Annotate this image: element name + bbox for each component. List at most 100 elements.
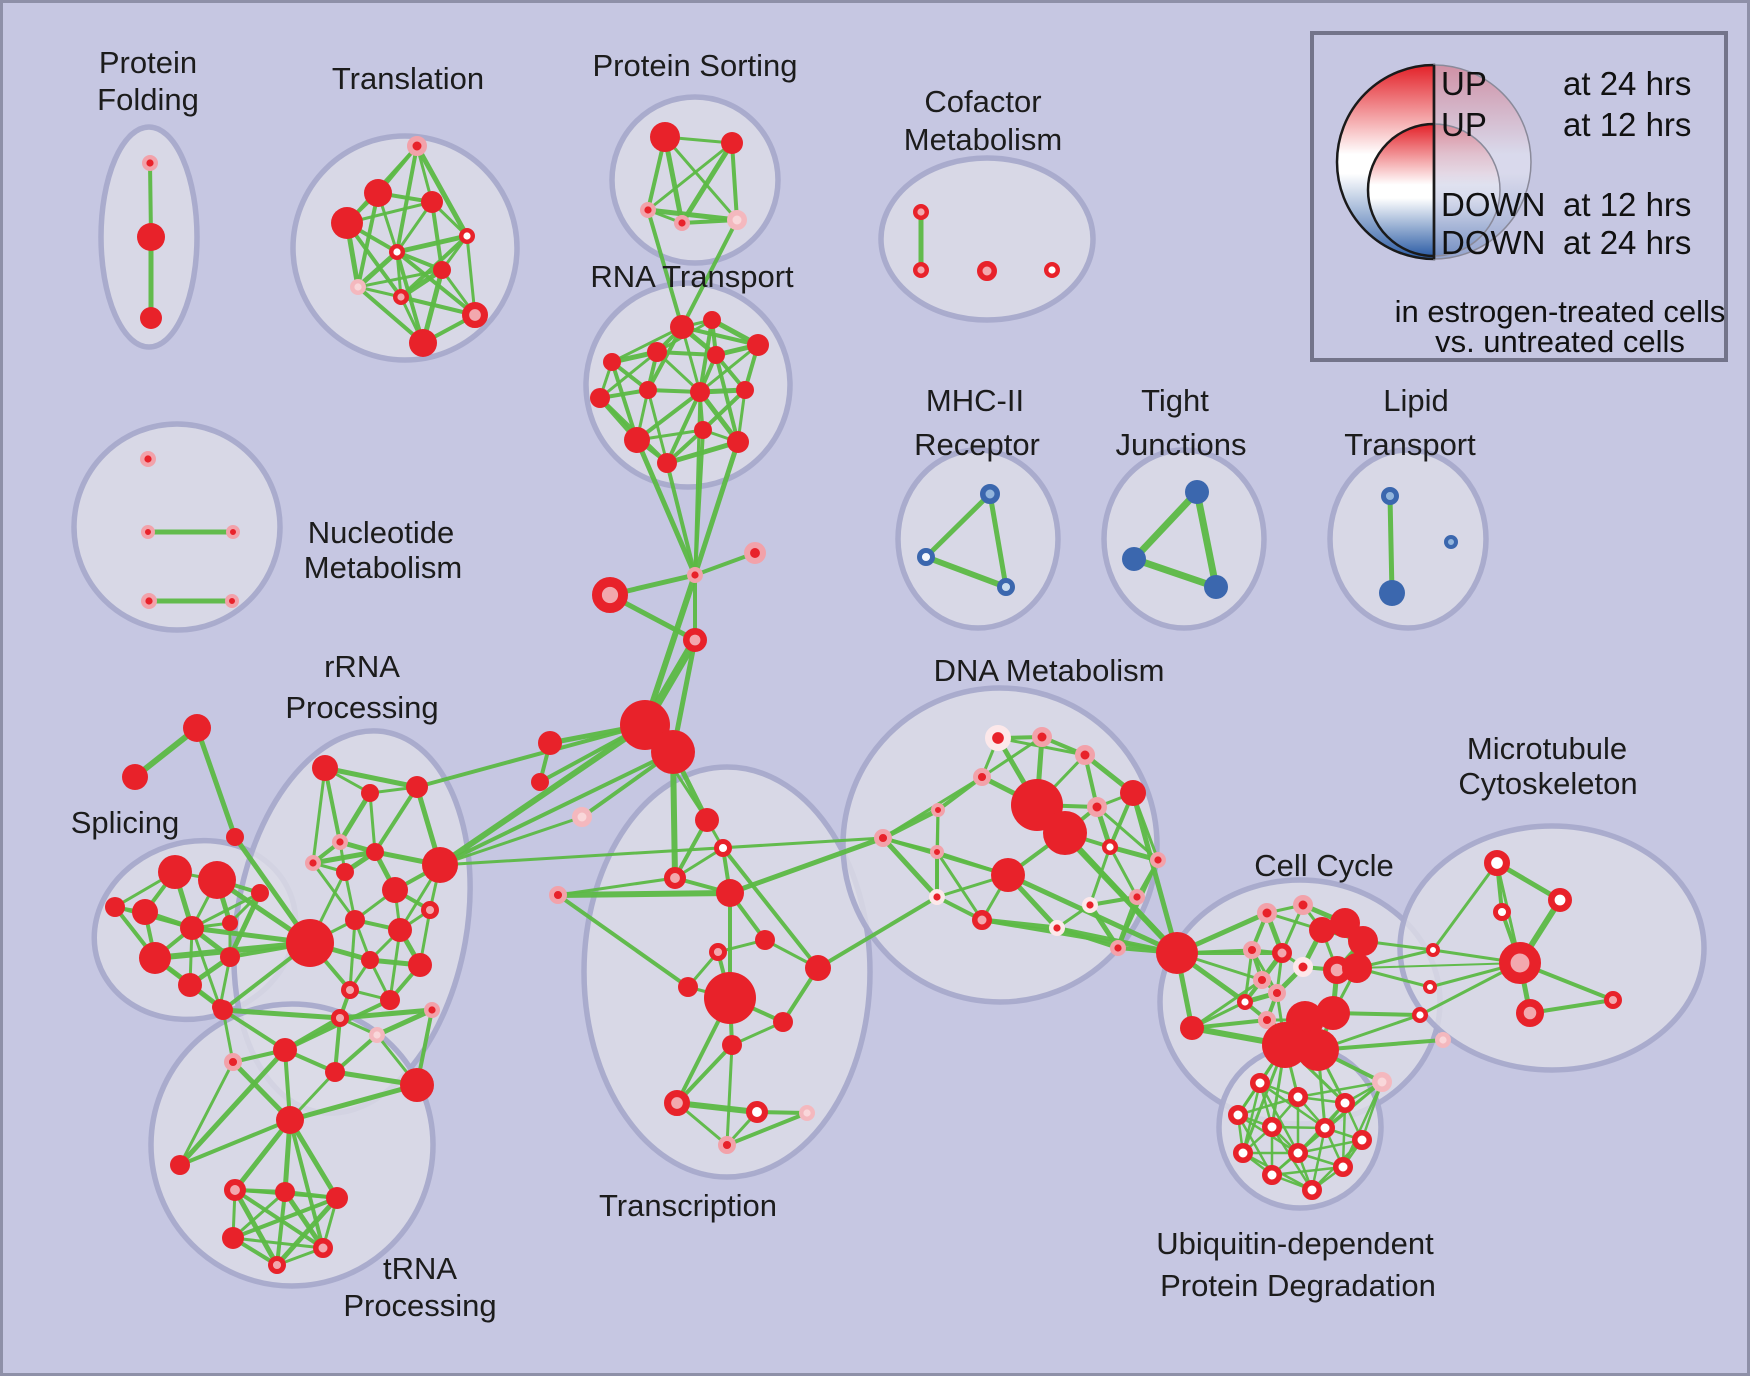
- network-edge: [437, 722, 648, 868]
- label-cytoskeleton: Cytoskeleton: [1458, 766, 1637, 801]
- network-edge: [725, 1111, 809, 1147]
- gene-node-tr7: [350, 279, 367, 296]
- gene-node-ub1: [1288, 1087, 1308, 1107]
- gene-node-mh0: [980, 484, 1000, 504]
- label-splicing: Splicing: [71, 805, 180, 840]
- gene-node-tc15: [717, 1135, 736, 1154]
- legend-time-2: at 12 hrs: [1563, 186, 1691, 223]
- gene-node-co0: [913, 203, 930, 220]
- network-edge: [1130, 790, 1180, 956]
- gene-node-dm18: [1109, 940, 1126, 957]
- network-edge: [663, 135, 739, 222]
- gene-node-rr2: [406, 776, 428, 798]
- network-edge: [610, 325, 684, 364]
- label-folding: Folding: [97, 82, 199, 117]
- network-edge: [675, 1043, 734, 1105]
- network-edge: [232, 1117, 293, 1193]
- gene-node-dm19: [1043, 811, 1087, 855]
- gene-node-ps3: [674, 214, 691, 231]
- network-edge: [368, 791, 377, 854]
- gene-node-rr13: [361, 951, 379, 969]
- network-edge: [231, 1190, 287, 1240]
- network-edge: [274, 1195, 340, 1268]
- network-edge: [415, 723, 647, 789]
- gene-node-rr11: [388, 918, 412, 942]
- gene-node-tc0: [695, 808, 719, 832]
- network-edge: [721, 846, 820, 970]
- gene-node-cc10: [1252, 970, 1271, 989]
- gene-node-ps4: [727, 210, 747, 230]
- network-edge: [1341, 1080, 1384, 1169]
- legend: UP at 24 hrs UP at 12 hrs DOWN at 12 hrs DOWN a…: [1310, 31, 1728, 362]
- label-protein-sorting: Protein Sorting: [592, 48, 797, 83]
- gene-node-dm13: [929, 889, 946, 906]
- cluster-tight-junctions: [1101, 447, 1267, 631]
- gene-node-mt4: [1603, 990, 1622, 1009]
- gene-node-rr6: [366, 843, 384, 861]
- gene-node-ch7: [531, 773, 549, 791]
- gene-node-dm9: [1087, 797, 1107, 817]
- gene-node-tc12: [664, 1089, 691, 1116]
- network-edge: [374, 1007, 435, 1038]
- network-edge: [287, 1082, 420, 1123]
- network-edge: [1130, 555, 1220, 591]
- network-edge: [231, 1236, 325, 1250]
- network-edge: [1296, 1080, 1384, 1099]
- gene-node-nm0: [139, 451, 156, 468]
- network-edge: [935, 850, 984, 922]
- legend-direction-3: DOWN: [1441, 224, 1545, 261]
- label-metabolism: Metabolism: [304, 550, 463, 585]
- gene-node-lt1: [1379, 580, 1405, 606]
- gene-node-cc2: [1309, 917, 1335, 943]
- label-dna-metabolism: DNA Metabolism: [934, 653, 1165, 688]
- network-edge: [1296, 1138, 1364, 1155]
- gene-node-cc19: [1156, 932, 1198, 974]
- network-edge: [1356, 962, 1521, 969]
- cluster-dna-metabolism: [840, 685, 1160, 1005]
- gene-node-pf0: [141, 154, 158, 171]
- network-edge: [880, 835, 940, 900]
- network-edge: [680, 218, 739, 329]
- gene-node-tc10: [773, 1012, 793, 1032]
- network-edge: [356, 191, 380, 289]
- legend-direction-1: UP: [1441, 106, 1487, 143]
- gene-node-cc4: [1348, 926, 1378, 956]
- gene-node-cc9: [1342, 953, 1372, 983]
- gene-node-ub9: [1333, 1157, 1353, 1177]
- gene-node-mt9: [1434, 1031, 1451, 1048]
- network-edge: [645, 207, 740, 223]
- legend-time-3: at 24 hrs: [1563, 224, 1691, 261]
- gene-node-tnh4: [313, 1238, 333, 1258]
- network-edge: [282, 1189, 326, 1251]
- gene-node-tc4: [548, 885, 567, 904]
- network-edge: [356, 268, 444, 289]
- network-edge: [177, 1047, 288, 1168]
- gene-node-pf1: [137, 223, 165, 251]
- gene-node-sp7: [139, 942, 171, 974]
- network-edge: [394, 233, 470, 255]
- gene-node-mt7: [1423, 980, 1437, 994]
- gene-node-dm8: [1120, 780, 1146, 806]
- network-edge: [178, 1118, 292, 1167]
- gene-node-ch6: [538, 731, 562, 755]
- gene-node-ch3: [682, 627, 707, 652]
- gene-node-rr12: [421, 900, 440, 919]
- gene-node-ch5: [651, 730, 695, 774]
- network-edge: [1387, 493, 1395, 596]
- network-edge: [438, 836, 885, 867]
- gene-node-dm11: [1149, 852, 1166, 869]
- gene-node-pf2: [140, 307, 162, 329]
- gene-node-tr3: [421, 191, 443, 213]
- gene-node-tj1: [1122, 547, 1146, 571]
- label-nucleotide: Nucleotide: [308, 515, 454, 550]
- gene-node-sp3: [105, 897, 125, 917]
- gene-node-ps1: [721, 132, 743, 154]
- cluster-lipid-transport: [1327, 447, 1489, 631]
- gene-node-cc11: [1267, 983, 1286, 1002]
- network-edge: [178, 1060, 235, 1167]
- gene-node-tc5: [755, 930, 775, 950]
- network-edge: [1062, 830, 1180, 956]
- gene-node-ub5: [1315, 1118, 1335, 1138]
- gene-node-tc8: [678, 977, 698, 997]
- gene-node-rt6: [590, 388, 610, 408]
